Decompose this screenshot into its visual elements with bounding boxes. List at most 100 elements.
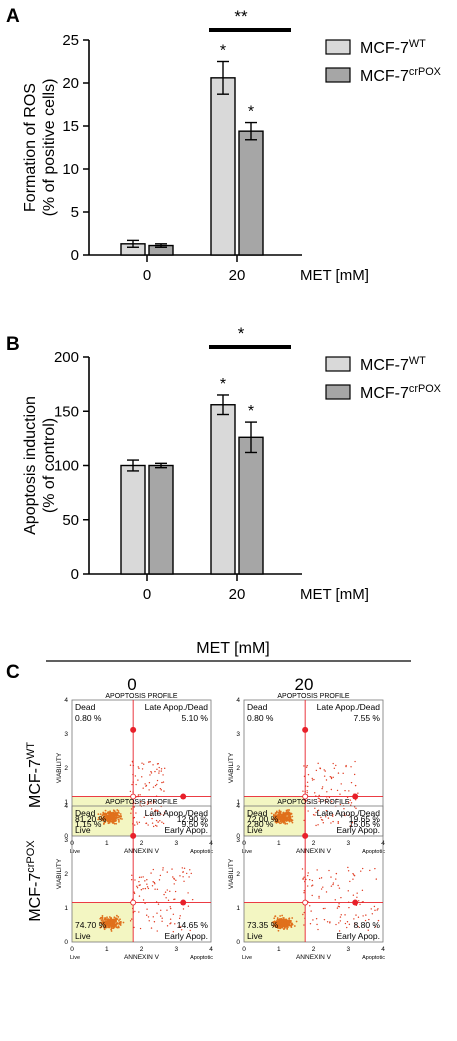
flow-dot [280,822,282,825]
flow-dot [279,915,282,917]
flow-dot [113,819,116,822]
flow-dot [307,785,309,788]
flow-dot [335,878,337,880]
flow-dot [339,803,342,806]
flow-y-tick: 3 [236,837,240,844]
flow-dot [136,885,138,888]
flow-dot [151,822,154,824]
flow-dot [131,783,133,786]
legend-label-base: MCF-7 [360,40,409,57]
flow-dot [338,887,341,889]
flow-x-tick: 2 [140,840,144,847]
flow-dot [130,808,133,810]
flow-x-tick: 3 [346,840,350,847]
flow-dot [321,819,324,821]
quadrant-name-early: Early Apop. [337,931,380,941]
flow-dot [356,892,358,894]
flow-dot [114,918,117,921]
flow-dot [112,821,115,823]
flow-dot [187,905,190,907]
quadrant-name-late: Late Apop./Dead [317,808,381,818]
flow-dot [335,923,337,926]
flow-dot [280,924,282,927]
flow-dot [365,914,367,916]
flow-dot [146,878,148,881]
flow-dot [317,928,319,931]
flow-row-label-base: MCF-7 [27,759,44,808]
flow-dot [347,890,349,892]
legend-label: MCF-7crPOX [360,66,442,85]
flow-dot [330,776,333,779]
flow-dot [313,778,315,781]
flow-dot [147,887,150,890]
flow-dot [347,866,349,869]
flow-dot [97,816,100,819]
flow-dot [312,814,315,816]
quadrant-value-live: 81.20 % [75,814,107,824]
flow-dot [320,816,322,819]
flow-dot [131,918,133,920]
flow-dot [158,879,161,881]
bar-chart-a: 0 5 10 15 20 25 0 20 MET [mM] Formation of ROS (% … [22,7,442,284]
flow-dot [330,777,333,780]
flow-dot [282,923,284,926]
flow-dot [336,798,338,801]
flow-dots [271,866,380,932]
flow-dot [122,921,125,924]
flow-dot [355,807,357,810]
flow-dot [317,809,320,812]
flow-y-axis-label: VIABILITY [228,858,235,889]
flow-dot [337,821,339,823]
x-axis-label: MET [mM] [300,267,369,284]
flow-dot [323,769,325,771]
flow-dot [275,814,278,817]
x-tick-label: 20 [229,267,246,284]
flow-dot [164,767,166,770]
gate-handle [302,832,309,839]
flow-dot [139,794,141,796]
flow-dot [152,786,155,788]
quadrant-value-dead: 2.80 % [247,819,274,829]
legend-swatch [325,356,351,372]
flow-dot [283,928,285,930]
flow-dot [309,802,311,804]
flow-dot [340,783,342,785]
flow-dot [133,891,135,893]
flow-dot [281,920,284,923]
flow-dot [353,918,355,920]
flow-dot [285,811,288,814]
flow-dot [344,922,347,925]
flow-dot [146,803,149,805]
flow-dot [318,798,321,800]
flow-dot [147,802,150,804]
flow-dot [156,912,158,914]
flow-dot [325,779,328,781]
flow-dot [107,822,110,825]
flow-dot [348,801,350,804]
flow-dot [303,890,305,892]
flow-dot [111,818,114,820]
flow-dot [137,766,139,768]
flow-dot [307,874,309,877]
flow-dot [143,763,145,765]
legend-label-sup: WT [409,355,426,367]
flow-dot [322,907,325,910]
flow-dot [174,898,176,900]
flow-dot [153,921,156,923]
flow-dot [169,907,172,910]
quadrant-value-late: 9.50 % [182,819,209,829]
flow-dot [139,927,142,930]
flow-dot [103,927,106,930]
flow-dot [303,819,305,822]
panel-letter-b: B [6,334,20,355]
flow-dot [291,821,294,824]
flow-dot [321,786,324,788]
flow-dot [377,908,379,910]
gate-handle [302,726,309,733]
quadrant-value-late: 7.55 % [354,713,381,723]
flow-dot [119,813,122,815]
flow-y-tick: 2 [236,871,240,878]
flow-dot [118,919,120,922]
flow-dot [288,819,290,822]
flow-dot [110,820,113,823]
